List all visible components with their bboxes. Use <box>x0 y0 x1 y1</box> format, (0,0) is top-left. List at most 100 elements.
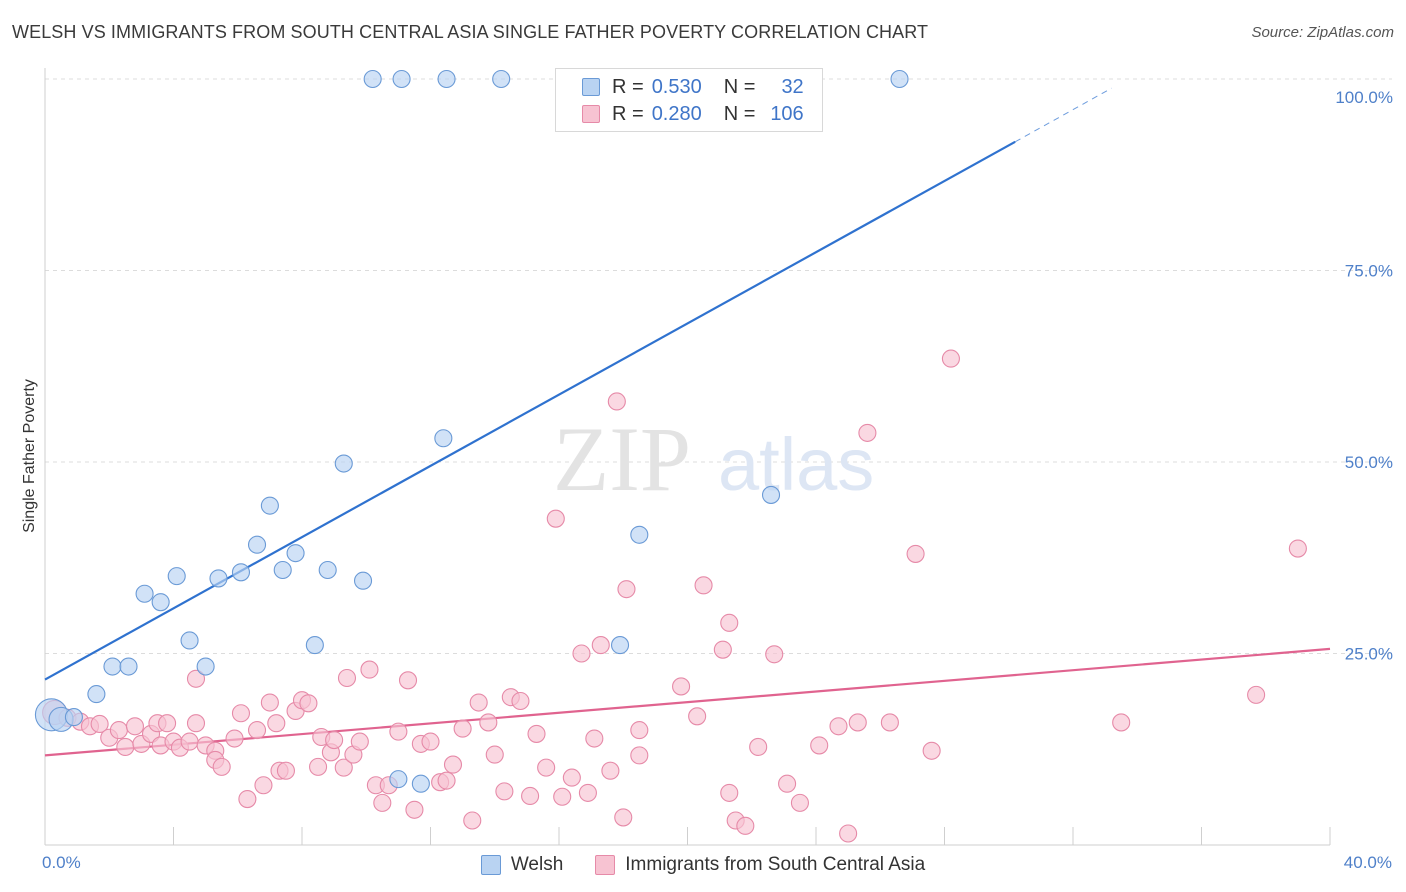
immig-point <box>572 644 591 663</box>
welsh-point <box>231 563 251 582</box>
bottom-legend: Welsh Immigrants from South Central Asia <box>0 852 1406 878</box>
immig-point <box>125 717 144 736</box>
immig-point <box>521 786 540 806</box>
immig-point <box>749 737 768 757</box>
immig-points <box>42 349 1307 843</box>
immig-point <box>485 745 504 764</box>
immig-point <box>736 816 755 835</box>
legend: R = 0.530 N = 32 R = 0.280 N = 106 <box>555 68 823 132</box>
welsh-point <box>890 69 909 89</box>
immig-point <box>941 349 960 368</box>
immig-point <box>906 544 925 563</box>
immig-point <box>601 761 620 780</box>
immig-point <box>116 737 135 757</box>
immig-point <box>537 758 556 777</box>
legend-r-value-immig: 0.280 <box>651 102 702 125</box>
immig-point <box>694 576 713 595</box>
legend-r-value-welsh: 0.530 <box>651 75 702 98</box>
immig-point <box>186 714 206 733</box>
immig-point <box>453 719 472 738</box>
chart-title: WELSH VS IMMIGRANTS FROM SOUTH CENTRAL A… <box>12 22 929 42</box>
welsh-trend-line <box>44 140 1016 681</box>
immig-point <box>212 757 231 776</box>
immig-point <box>267 714 286 733</box>
bottom-legend-label-welsh: Welsh <box>510 854 564 875</box>
immig-point <box>839 824 858 843</box>
immig-point <box>1288 539 1307 558</box>
welsh-point <box>434 429 453 448</box>
immig-point <box>630 721 649 740</box>
immig-point <box>617 580 636 599</box>
immig-point <box>469 693 488 712</box>
immig-point <box>109 721 128 740</box>
immig-point <box>90 714 109 734</box>
immig-point <box>309 757 328 776</box>
immig-point <box>720 613 739 632</box>
welsh-trend-extension <box>1014 87 1112 143</box>
welsh-point <box>151 593 170 612</box>
immig-point <box>614 808 633 827</box>
watermark: ZIP atlas <box>553 408 874 510</box>
immig-point <box>713 640 732 659</box>
welsh-point <box>209 569 228 588</box>
welsh-point <box>167 567 186 586</box>
immig-point <box>511 691 530 711</box>
immig-point <box>880 713 899 732</box>
immig-point <box>437 771 456 790</box>
welsh-point <box>305 636 324 655</box>
welsh-point <box>119 657 138 676</box>
legend-n-value-immig: 106 <box>770 102 804 125</box>
welsh-point <box>103 657 122 676</box>
welsh-point <box>411 774 430 793</box>
welsh-point <box>334 454 353 473</box>
bottom-legend-label-immig: Immigrants from South Central Asia <box>625 854 926 875</box>
welsh-point <box>353 571 373 590</box>
legend-r-label: R = <box>612 102 644 125</box>
immig-point <box>443 755 463 774</box>
welsh-points <box>34 69 909 793</box>
immig-point <box>463 811 482 830</box>
immig-point <box>765 645 784 664</box>
immig-point <box>562 768 581 787</box>
bottom-legend-welsh: Welsh <box>480 854 564 876</box>
immig-point <box>790 793 809 812</box>
welsh-point <box>196 657 215 676</box>
y-tick-label-75: 75.0% <box>1345 262 1393 281</box>
welsh-point <box>247 535 267 554</box>
immig-point <box>848 713 867 732</box>
legend-n-label: N = <box>723 75 756 98</box>
immig-point <box>405 800 424 819</box>
immig-point <box>479 713 498 732</box>
immig-point <box>607 392 626 411</box>
immig-point <box>553 787 572 806</box>
y-tick-label-25: 25.0% <box>1345 645 1393 664</box>
immig-point <box>373 793 392 812</box>
welsh-point <box>64 708 83 727</box>
immig-point <box>260 693 279 712</box>
immig-point <box>225 729 244 748</box>
immig-point <box>337 668 357 688</box>
y-axis-label: Single Father Poverty <box>21 379 38 533</box>
immig-point <box>389 722 408 741</box>
immig-point <box>630 746 649 765</box>
x-tick-label-max: 40.0% <box>1344 853 1392 872</box>
bottom-legend-swatch-immig <box>595 855 616 875</box>
welsh-point <box>273 560 292 580</box>
welsh-point <box>392 69 411 89</box>
immig-point <box>1112 713 1131 732</box>
immig-point <box>247 721 267 740</box>
immig-point <box>158 714 177 733</box>
y-tick-label-100: 100.0% <box>1335 88 1393 107</box>
immig-point <box>325 731 344 750</box>
immig-point <box>585 729 604 748</box>
immig-point <box>350 732 369 751</box>
welsh-point <box>492 69 511 89</box>
immig-point <box>672 677 691 696</box>
immig-point <box>254 776 273 795</box>
welsh-point <box>87 685 106 704</box>
welsh-point <box>260 496 279 515</box>
immig-point <box>922 741 941 760</box>
bottom-legend-swatch-welsh <box>480 855 501 875</box>
bottom-legend-immig: Immigrants from South Central Asia <box>595 854 925 876</box>
